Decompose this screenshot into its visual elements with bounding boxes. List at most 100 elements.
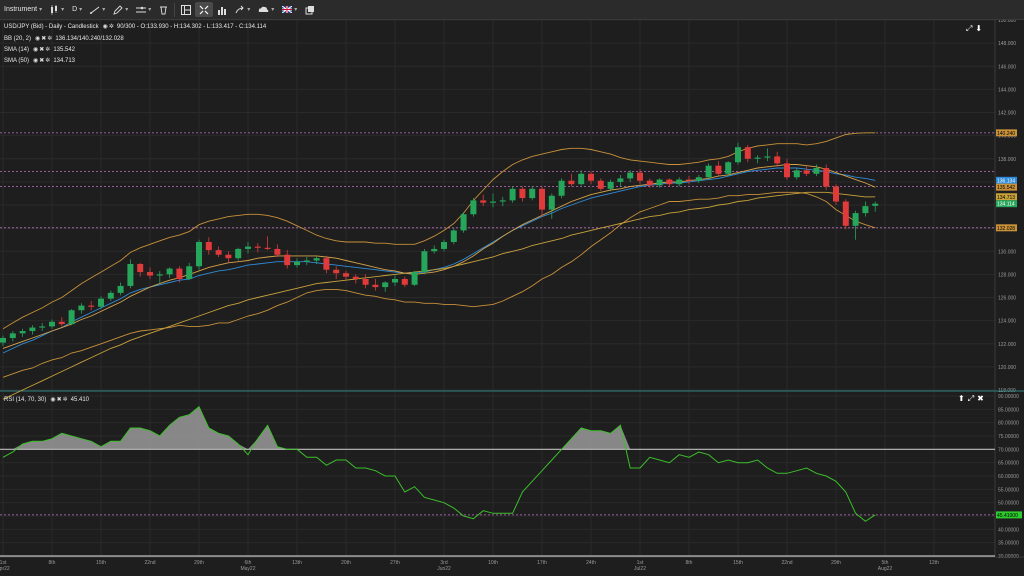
chart-area[interactable]: 1stApr228th15th22nd29th6thMay2213th20th2… [0,20,1024,576]
rsi-legend: RSI (14, 70, 30) ◉ ✖ ✲ 45.410 [4,396,90,404]
maximize-icon[interactable]: ⤢ [966,24,973,33]
settings-icon[interactable]: ✲ [47,36,53,42]
candle-body [362,279,369,285]
x-tick-label: 20th [341,560,351,566]
candle-body [656,179,663,186]
instrument-selector[interactable]: Instrument ▾ [4,6,43,13]
price-tag [996,129,1017,137]
settings-icon[interactable]: ✲ [108,24,114,30]
candle-body [490,201,496,203]
candle-body [303,260,310,262]
rsi-pane-controls: ⬆ ⤢ ✖ [958,394,984,404]
settings-icon[interactable]: ✲ [45,47,51,53]
settings-icon[interactable]: ✲ [62,397,68,403]
candle-body [0,337,6,343]
candle-body [539,188,545,210]
rsi-y-tick-label: 60.00000 [998,474,1019,480]
rsi-legend-label: RSI (14, 70, 30) [4,396,47,403]
candle-body [470,200,477,215]
x-tick-label: 17th [537,560,547,566]
price-tag-label: 135.542 [997,185,1015,191]
fibonacci-tools-button[interactable]: ▾ [132,0,155,20]
candle-body [646,180,653,186]
sma14-legend-value: 135.542 [53,46,76,53]
x-tick-sublabel: May22 [240,566,255,572]
rsi-y-tick-label: 75.00000 [998,434,1019,440]
close-icon[interactable]: ✖ [977,394,984,403]
sma50-legend-label: SMA (50) [4,57,30,64]
toolbar-divider [174,2,176,17]
eye-icon[interactable]: ◉ [50,397,56,403]
timeframe-label: D [72,6,78,13]
pencil-icon [113,4,123,15]
candle-body [793,170,800,178]
price-tag [996,224,1017,232]
chart-type-selector[interactable]: ▾ [46,0,68,20]
layout-button[interactable] [177,0,195,20]
trendline-icon [90,5,100,15]
eye-icon[interactable]: ◉ [102,24,108,30]
rsi-y-tick-label: 90.00000 [998,394,1019,400]
candle-body [617,178,624,182]
x-tick-label: 3rd [440,560,447,566]
draw-tools-button[interactable]: ▾ [109,0,132,20]
close-icon[interactable]: ✖ [56,397,62,403]
share-icon [235,5,245,15]
x-tick-label: 29th [194,560,204,566]
eye-icon[interactable]: ◉ [33,58,39,64]
sma14-legend: SMA (14) ◉ ✖ ✲ 135.542 [4,46,76,54]
crosshair-icon [199,5,209,15]
eye-icon[interactable]: ◉ [33,47,39,53]
bar-chart-icon [217,5,227,15]
candle-body [333,269,340,274]
x-tick-label: 12th [929,560,939,566]
candle-body [568,180,575,185]
y-tick-label: 124.000 [998,319,1016,325]
candle-body [578,173,585,185]
candle-body [686,179,692,181]
x-tick-label: 1st [0,560,7,566]
x-tick-label: 29th [831,560,841,566]
candle-body [509,188,516,201]
candle-body [764,156,771,158]
price-tag-label: 134.114 [997,202,1015,208]
close-icon[interactable]: ✖ [41,36,47,42]
close-icon[interactable]: ✖ [39,58,45,64]
price-tag-label: 140.240 [997,131,1015,137]
close-icon[interactable]: ✖ [39,47,45,53]
candle-body [784,163,790,178]
x-tick-sublabel: Apr22 [0,566,10,572]
share-button[interactable]: ▾ [231,0,254,20]
price-tag-label: 134.713 [997,195,1015,201]
timeframe-selector[interactable]: D ▾ [72,6,83,13]
layout-icon [181,4,192,15]
language-selector[interactable]: ▾ [278,0,301,20]
candle-body [754,157,761,159]
price-tag [996,176,1017,184]
rsi-legend-value: 45.410 [70,396,90,403]
x-tick-sublabel: Jul22 [634,566,646,572]
eye-icon[interactable]: ◉ [35,36,41,42]
candle-body [744,147,751,159]
settings-icon[interactable]: ✲ [45,58,51,64]
y-tick-label: 150.000 [998,20,1016,24]
delete-drawings-button[interactable] [155,0,172,20]
arrow-up-icon[interactable]: ⬆ [958,394,965,403]
x-tick-label: 27th [390,560,400,566]
candle-body [862,206,869,214]
bb-legend: BB (20, 2) ◉ ✖ ✲ 136.134/140.240/132.028 [4,35,124,43]
y-tick-label: 148.000 [998,41,1016,47]
theme-button[interactable]: ▾ [254,0,278,20]
rsi-y-tick-label: 40.00000 [998,527,1019,533]
sma50-line [2,191,876,400]
candle-body [735,147,741,163]
arrow-down-icon[interactable]: ⬇ [975,24,983,33]
indicators-button[interactable] [213,0,231,20]
candlestick-icon [50,4,59,15]
line-tools-button[interactable]: ▾ [86,0,109,20]
settings-button[interactable] [301,0,319,20]
sma14-legend-label: SMA (14) [4,46,30,53]
crosshair-button[interactable] [195,2,214,17]
maximize-icon[interactable]: ⤢ [967,394,975,403]
toolbar: Instrument ▾ ▾ D ▾ ▾ ▾ ▾ ▾ ▾ ▾ [0,0,1024,20]
